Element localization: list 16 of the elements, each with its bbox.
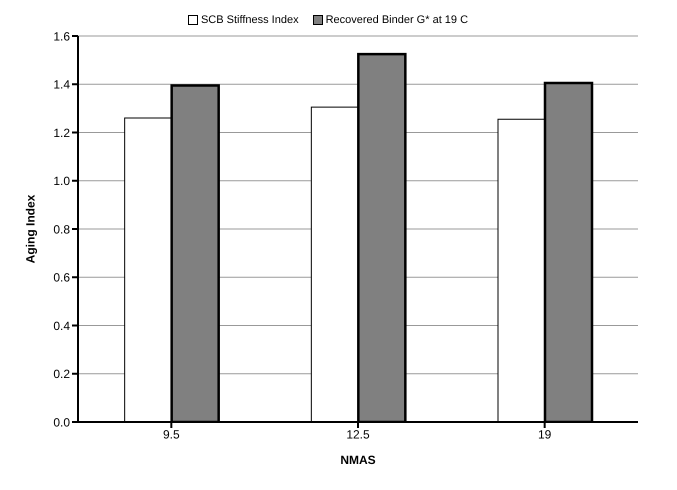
y-tick-label: 0.0 <box>53 415 70 430</box>
y-tick-label: 0.4 <box>53 318 70 333</box>
legend-label: SCB Stiffness Index <box>200 14 299 26</box>
y-tick-label: 1.4 <box>53 78 70 92</box>
y-tick-label: 1.2 <box>53 126 70 140</box>
x-tick-label: 12.5 <box>346 428 370 442</box>
y-tick-label: 0.6 <box>53 270 70 285</box>
x-tick-label: 9.5 <box>162 428 180 442</box>
y-tick-label: 0.8 <box>53 222 70 236</box>
y-tick-label: 1.6 <box>53 29 70 44</box>
y-tick-label: 1.0 <box>53 174 70 188</box>
x-axis-title: NMAS <box>340 453 376 467</box>
y-tick-label: 0.2 <box>53 367 70 382</box>
legend-label: Recovered Binder G* at 19 C <box>326 14 468 26</box>
x-tick-label: 19 <box>538 428 552 442</box>
y-axis-title: Aging Index <box>23 194 38 264</box>
